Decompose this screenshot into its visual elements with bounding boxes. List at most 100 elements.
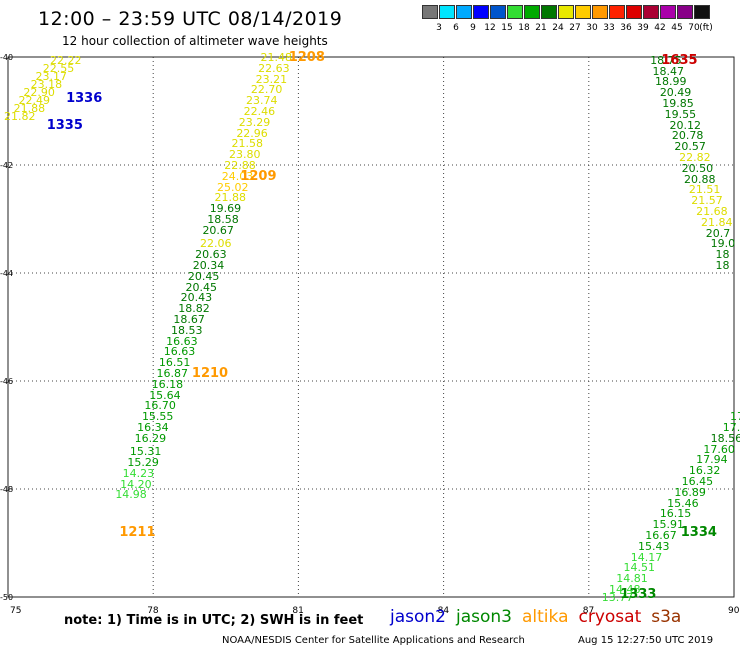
swh-value-label: 20.12 bbox=[669, 118, 702, 132]
swh-value-label: 22.88 bbox=[224, 159, 256, 172]
swh-value-label: 17 bbox=[730, 410, 740, 424]
color-scale-label: 12 bbox=[484, 23, 496, 33]
swh-value-label: 22.90 bbox=[23, 86, 55, 100]
swh-value-label: 15.29 bbox=[127, 456, 159, 469]
swh-value-label: 22.70 bbox=[250, 83, 283, 97]
color-scale-label: 45 bbox=[671, 23, 683, 33]
color-scale-label: 24 bbox=[552, 23, 564, 33]
swh-value-label: 20.57 bbox=[674, 140, 706, 154]
color-scale-swatch bbox=[643, 5, 659, 19]
swh-value-label: 20.67 bbox=[202, 223, 234, 237]
swh-value-label: 18.53 bbox=[170, 323, 203, 337]
legend-item-cryosat: cryosat bbox=[578, 607, 642, 627]
color-scale-swatch bbox=[575, 5, 591, 19]
swh-value-label: 16.18 bbox=[151, 377, 184, 391]
pass-number-label: 1211 bbox=[119, 525, 156, 541]
swh-value-label: 18.99 bbox=[654, 75, 687, 89]
swh-value-label: 17.94 bbox=[696, 453, 728, 467]
swh-value-label: 20.50 bbox=[681, 161, 714, 175]
color-scale-label: 27 bbox=[569, 23, 581, 33]
swh-value-label: 16.34 bbox=[137, 420, 169, 434]
pass-number-label: 1335 bbox=[46, 117, 83, 133]
lat-tick-label: -46 bbox=[0, 377, 13, 386]
pass-number-label: 1210 bbox=[191, 365, 229, 381]
swh-value-label: 20.63 bbox=[195, 248, 227, 262]
swh-value-label: 19.85 bbox=[662, 96, 694, 110]
swh-value-label: 15.43 bbox=[638, 539, 670, 553]
legend-item-altika: altika bbox=[522, 607, 569, 627]
legend-item-jason3: jason3 bbox=[456, 607, 512, 627]
color-scale-swatch bbox=[626, 5, 642, 19]
swh-value-label: 14.20 bbox=[120, 477, 152, 491]
lat-tick-label: -48 bbox=[0, 485, 13, 494]
swh-value-label: 16.29 bbox=[134, 431, 167, 445]
swh-value-label: 21.84 bbox=[700, 215, 733, 229]
swh-value-label: 20.78 bbox=[671, 129, 704, 143]
swh-value-label: 22.55 bbox=[42, 61, 75, 75]
swh-value-label: 25.02 bbox=[216, 180, 249, 194]
swh-value-label: 20.7 bbox=[705, 226, 731, 240]
swh-value-label: 21.82 bbox=[4, 110, 36, 124]
color-scale-label: 70 bbox=[688, 23, 700, 33]
color-scale-label: 36 bbox=[620, 23, 632, 33]
swh-value-label: 22.22 bbox=[49, 53, 82, 67]
swh-value-label: 18.47 bbox=[652, 64, 685, 78]
swh-value-label: 21.57 bbox=[691, 194, 723, 208]
legend-item-s3a: s3a bbox=[651, 607, 682, 627]
swh-value-label: 17. bbox=[722, 420, 740, 434]
color-scale-swatch bbox=[609, 5, 625, 19]
map-frame bbox=[7, 56, 735, 598]
swh-value-label: 18.56 bbox=[710, 431, 740, 445]
color-scale-swatch bbox=[439, 5, 455, 19]
color-scale-swatch bbox=[473, 5, 489, 19]
color-scale-label: 33 bbox=[603, 23, 615, 33]
satellite-legend: jason2 jason3 altika cryosat s3a bbox=[390, 607, 691, 627]
lat-tick-label: -42 bbox=[0, 161, 13, 170]
chart-title: 12:00 – 23:59 UTC 08/14/2019 bbox=[38, 8, 343, 30]
swh-value-label: 23.18 bbox=[30, 78, 63, 91]
swh-value-label: 16.63 bbox=[163, 345, 196, 359]
swh-value-label: 14.48 bbox=[609, 582, 641, 596]
color-scale-label: 30 bbox=[586, 23, 598, 33]
swh-value-label: 13.77 bbox=[601, 591, 634, 604]
swh-value-label: 23.29 bbox=[238, 115, 271, 129]
lon-tick-label: 84 bbox=[438, 606, 450, 616]
color-scale-swatch bbox=[456, 5, 472, 19]
swh-value-label: 21.68 bbox=[696, 204, 728, 218]
swh-value-label: 16.32 bbox=[688, 464, 721, 478]
lon-tick-label: 87 bbox=[583, 606, 594, 616]
swh-value-label: 15.91 bbox=[652, 518, 685, 532]
lon-tick-label: 81 bbox=[292, 606, 303, 616]
swh-value-label: 22.82 bbox=[679, 150, 711, 164]
color-scale-label: 6 bbox=[453, 23, 459, 33]
swh-value-label: 16.51 bbox=[158, 356, 191, 370]
legend-item-jason2: jason2 bbox=[390, 607, 446, 627]
color-scale-label: 9 bbox=[470, 23, 476, 33]
color-scale-label: 21 bbox=[535, 23, 547, 33]
swh-value-label: 18.67 bbox=[173, 312, 205, 326]
swh-value-label: 19.69 bbox=[209, 202, 242, 216]
swh-value-label: 18 bbox=[715, 258, 730, 272]
footnote: note: 1) Time is in UTC; 2) SWH is in fe… bbox=[64, 613, 364, 628]
color-scale-label: 18 bbox=[518, 23, 530, 33]
swh-value-label: 15.46 bbox=[667, 496, 699, 510]
color-scale-label: 42 bbox=[654, 23, 666, 33]
swh-value-label: 22.49 bbox=[18, 94, 51, 108]
swh-value-label: 17.60 bbox=[703, 442, 735, 456]
color-scale-swatch bbox=[592, 5, 608, 19]
swh-value-label: 15.64 bbox=[149, 388, 181, 402]
generated-timestamp: Aug 15 12:27:50 UTC 2019 bbox=[578, 635, 714, 646]
swh-value-label: 16.87 bbox=[156, 366, 188, 380]
swh-value-label: 22.96 bbox=[236, 126, 268, 140]
color-scale-swatch bbox=[490, 5, 506, 19]
swh-value-label: 18.75 bbox=[650, 53, 682, 67]
swh-value-label: 24.03 bbox=[221, 169, 254, 183]
swh-value-label: 19.0 bbox=[710, 237, 736, 251]
color-scale-swatch bbox=[660, 5, 676, 19]
lat-tick-label: -44 bbox=[0, 269, 13, 278]
color-scale-swatch bbox=[524, 5, 540, 19]
swh-value-label: 20.34 bbox=[192, 258, 225, 272]
swh-value-label: 14.98 bbox=[115, 488, 147, 502]
swh-value-label: 22.06 bbox=[200, 237, 232, 251]
swh-value-label: 23.74 bbox=[246, 94, 278, 108]
